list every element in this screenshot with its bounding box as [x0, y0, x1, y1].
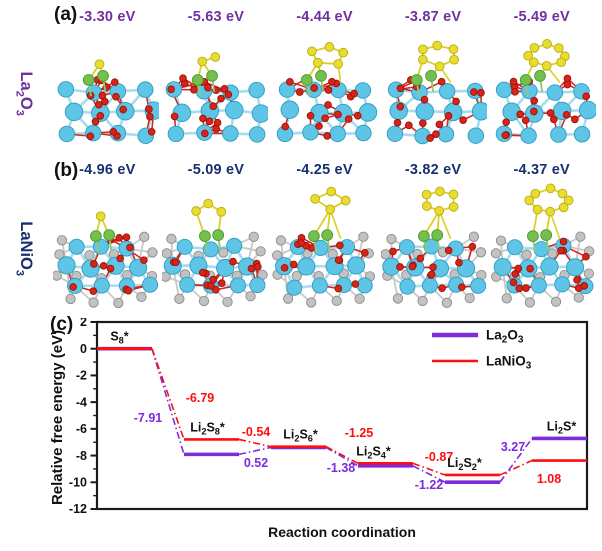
step-energy-label: -1.22 — [415, 478, 444, 492]
material-label-lanio3: LaNiO3 — [13, 221, 35, 277]
x-axis-title: Reaction coordination — [268, 524, 416, 540]
y-tick-label: -4 — [76, 395, 87, 409]
connector — [151, 348, 185, 440]
structure-b-4 — [380, 183, 487, 312]
series-LaNiO3: -6.79 -0.54 -1.25 -0.87 1.08 — [97, 347, 587, 486]
species-label: Li2S2* — [447, 456, 482, 472]
energy-label: -3.30 eV — [79, 9, 136, 25]
series-La2O3: -7.91 0.52 -1.38 -1.22 3.27 — [97, 346, 587, 492]
panel-a-structures — [53, 33, 596, 153]
panel-b: (b) -4.96 eV -5.09 eV -4.25 eV -3.82 eV … — [0, 156, 602, 312]
species-label: Li2S8* — [190, 420, 225, 436]
legend-label: LaNiO3 — [486, 354, 532, 372]
structure-b-2 — [162, 183, 268, 312]
connector — [412, 465, 446, 483]
energy-label: -4.96 eV — [79, 162, 136, 178]
step-energy-label: 0.52 — [244, 456, 268, 470]
step-energy-label: 3.27 — [501, 440, 525, 454]
panel-a-energy-row: -3.30 eV -5.63 eV -4.44 eV -3.87 eV -5.4… — [53, 9, 596, 25]
panel-a-tag: (a) — [54, 4, 78, 25]
structure-a-1 — [53, 33, 160, 153]
y-tick-label: 0 — [80, 342, 87, 356]
energy-label: -5.09 eV — [187, 162, 245, 178]
connector — [499, 438, 533, 483]
step-energy-label: -1.38 — [327, 461, 356, 475]
panel-b-structures — [53, 183, 596, 311]
y-tick-label: -12 — [69, 502, 87, 516]
energy-label: -4.44 eV — [296, 9, 353, 25]
species-label: Li2S* — [547, 419, 577, 435]
connector — [325, 446, 359, 467]
connector — [151, 348, 185, 455]
step-energy-label: -1.25 — [345, 426, 374, 440]
connector — [238, 438, 272, 448]
species-label: Li2S6* — [283, 428, 318, 444]
step-energy-label: -6.79 — [186, 391, 215, 405]
structure-b-3 — [271, 183, 377, 312]
y-tick-label: 2 — [80, 318, 87, 329]
energy-diagram: 20-2-4-6-8-10-12-7.910.52 -1.38-1.223.27-… — [69, 318, 589, 516]
species-label: Li2S4* — [356, 444, 391, 460]
y-tick-label: -10 — [69, 475, 87, 489]
y-tick-label: -8 — [76, 449, 87, 463]
material-label-la2o3: La2O3 — [13, 71, 35, 117]
structure-b-1 — [53, 183, 159, 312]
structure-a-5 — [490, 33, 596, 153]
y-tick-label: -6 — [76, 422, 87, 436]
energy-label: -5.63 eV — [187, 9, 245, 25]
structure-a-3 — [271, 33, 378, 153]
energy-label: -4.37 eV — [513, 162, 570, 178]
step-energy-label: -0.87 — [425, 450, 454, 464]
panel-a: (a) -3.30 eV -5.63 eV -4.44 eV -3.87 eV … — [0, 0, 602, 156]
legend-label: La2O3 — [486, 328, 524, 346]
energy-label: -4.25 eV — [296, 162, 353, 178]
energy-label: -3.87 eV — [404, 9, 462, 25]
panel-c: (c) Relative free energy (eV) 2 0 -2 -4 -6 -8… — [0, 312, 602, 551]
panel-c-tag: (c) — [50, 314, 74, 335]
step-energy-label: -7.91 — [134, 411, 163, 425]
step-energy-label: 1.08 — [537, 472, 561, 486]
energy-label: -3.82 eV — [404, 162, 462, 178]
panel-b-energy-row: -4.96 eV -5.09 eV -4.25 eV -3.82 eV -4.3… — [53, 162, 596, 178]
structure-a-4 — [381, 33, 487, 153]
connector — [238, 446, 272, 456]
plot-frame — [95, 320, 589, 511]
legend: La2O3 LaNiO3 — [432, 328, 532, 372]
y-tick-label: -2 — [76, 369, 87, 383]
step-energy-label: -0.54 — [242, 425, 271, 439]
structure-a-2 — [162, 33, 269, 153]
connector — [499, 459, 533, 476]
species-label: S8* — [110, 330, 128, 346]
energy-label: -5.49 eV — [513, 9, 570, 25]
panel-b-tag: (b) — [54, 160, 79, 181]
structure-b-5 — [490, 183, 596, 312]
connector — [412, 462, 446, 476]
connector — [325, 445, 359, 465]
